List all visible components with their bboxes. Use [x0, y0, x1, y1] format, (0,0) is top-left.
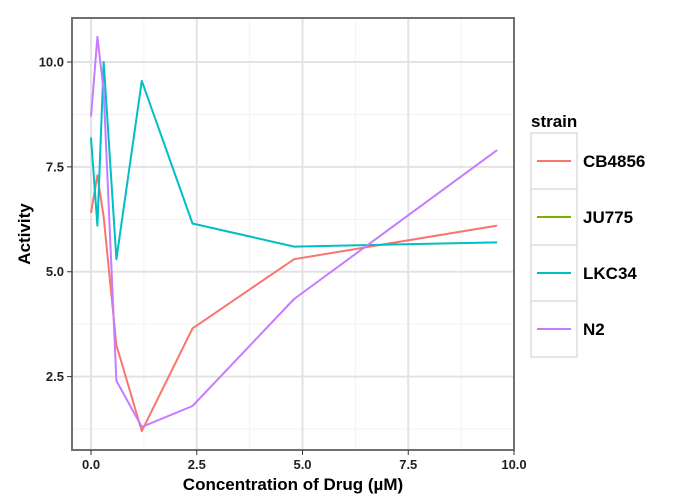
x-axis-title: Concentration of Drug (µM)	[183, 475, 403, 494]
legend-title: strain	[531, 112, 577, 131]
legend-label-lkc34: LKC34	[583, 264, 637, 283]
series-lines	[90, 35, 498, 433]
y-tick-label-1: 5.0	[46, 264, 64, 279]
x-tick-label-2: 5.0	[293, 457, 311, 472]
grid-lines	[72, 18, 515, 450]
plot-frame	[71, 17, 515, 451]
x-tick-label-1: 2.5	[188, 457, 206, 472]
series-line-lkc34	[90, 61, 498, 261]
y-tick-label-0: 2.5	[46, 369, 64, 384]
legend-label-n2: N2	[583, 320, 605, 339]
legend-label-cb4856: CB4856	[583, 152, 645, 171]
legend: strain CB4856 JU775 LKC34 N2	[530, 112, 645, 358]
plot-border	[71, 17, 515, 451]
legend-label-ju775: JU775	[583, 208, 633, 227]
y-axis-title: Activity	[15, 203, 34, 265]
y-tick-label-3: 10.0	[39, 55, 64, 70]
axis-ticks: 0.0 2.5 5.0 7.5 10.0 2.5 5.0 7.5 10.0	[39, 55, 527, 472]
y-tick-label-2: 7.5	[46, 159, 64, 174]
x-tick-label-0: 0.0	[82, 457, 100, 472]
series-line-n2	[90, 35, 498, 428]
x-tick-label-3: 7.5	[399, 457, 417, 472]
x-tick-label-4: 10.0	[501, 457, 526, 472]
